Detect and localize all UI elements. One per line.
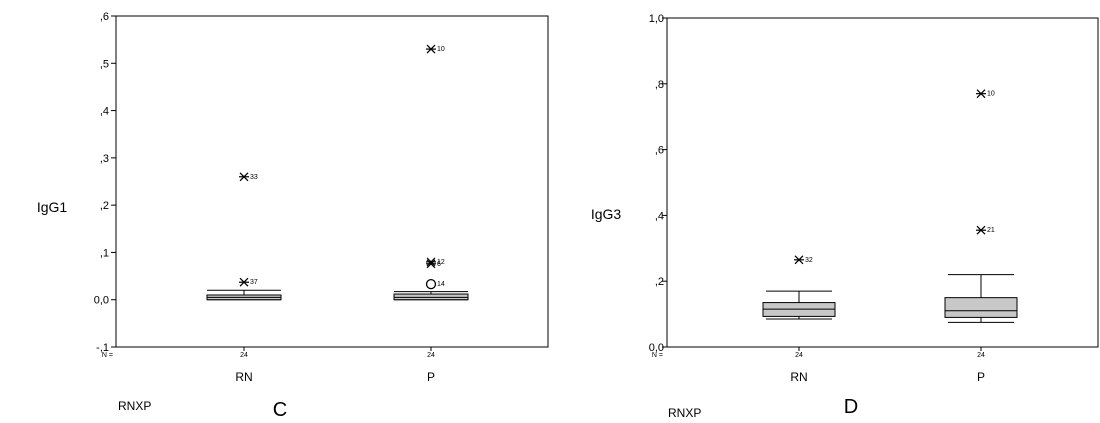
outlier-label: 33: [250, 174, 258, 181]
y-tick-label: 0,0: [649, 342, 664, 354]
outlier-star: [426, 44, 436, 54]
outlier-label: 32: [805, 257, 813, 264]
box-group-p: 10 21 24 P: [944, 89, 1018, 384]
y-tick-label: ,4: [655, 210, 664, 222]
box-group-rn: 32 24 RN: [762, 255, 836, 384]
y-axis-title: IgG1: [37, 199, 68, 215]
y-tick-label: ,2: [655, 276, 664, 288]
y-tick-label: 0,0: [94, 295, 109, 307]
outlier-label: 14: [437, 281, 445, 288]
box-group-p: 10 126 14 24 P: [393, 44, 469, 384]
category-label: RN: [235, 370, 252, 384]
category-label: P: [427, 370, 435, 384]
n-value: 24: [240, 352, 248, 359]
y-tick-label: ,6: [100, 11, 109, 23]
n-value: 24: [977, 352, 985, 359]
n-value: 24: [427, 352, 435, 359]
plot-frame: [666, 17, 1099, 348]
outlier-star: [794, 255, 804, 265]
box: [944, 297, 1018, 318]
n-value: 24: [795, 352, 803, 359]
outlier-label: 12: [437, 259, 445, 266]
category-label: RN: [790, 370, 807, 384]
y-tick-label: ,4: [100, 106, 109, 118]
outlier-star: [239, 277, 249, 287]
category-label: P: [977, 370, 985, 384]
plot-frame: [115, 15, 549, 348]
outlier-label: 10: [437, 46, 445, 53]
y-axis-title: IgG3: [591, 206, 622, 222]
y-tick-label: ,8: [655, 79, 664, 91]
y-tick-label: ,3: [100, 153, 109, 165]
outlier-star: [239, 172, 249, 182]
outlier-star: [426, 257, 436, 267]
panel-d: 0,0 ,2 ,4 ,6 ,8 1,0 IgG3 N = 32 24 RN 10 21 24 P RNXP D: [591, 13, 1099, 420]
y-tick-label: ,2: [100, 200, 109, 212]
outlier-label: 10: [987, 91, 995, 98]
outlier-star: [976, 225, 986, 235]
box-group-rn: 33 37 24 RN: [206, 172, 282, 384]
panel-c: -,1 0,0 ,1 ,2 ,3 ,4 ,5 ,6 IgG1 N = 33 37 24 RN 10 126 14…: [37, 11, 549, 421]
panel-letter: C: [273, 399, 287, 421]
outlier-label: 37: [250, 279, 258, 286]
outlier-label: 6: [437, 261, 441, 268]
outlier-circle: [425, 278, 437, 290]
outlier-star: [976, 89, 986, 99]
y-tick-label: ,5: [100, 58, 109, 70]
panel-letter: D: [844, 396, 858, 418]
x-variable-label: RNXP: [118, 399, 151, 413]
n-label: N =: [652, 352, 663, 359]
outlier-label: 21: [987, 227, 995, 234]
x-variable-label: RNXP: [668, 406, 701, 420]
y-tick-label: ,1: [100, 247, 109, 259]
y-tick-label: ,6: [655, 145, 664, 157]
y-tick-label: 1,0: [649, 13, 664, 25]
n-label: N =: [102, 352, 113, 359]
y-tick-label: -,1: [96, 342, 109, 354]
outlier-star: [426, 259, 436, 269]
